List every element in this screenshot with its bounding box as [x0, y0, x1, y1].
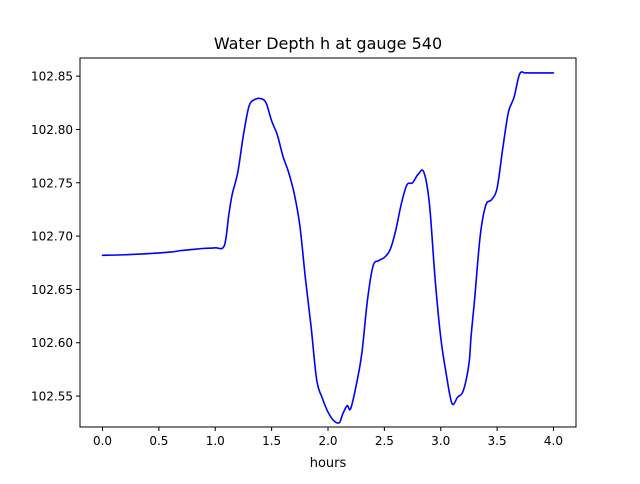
x-tick-label: 2.5 — [375, 434, 394, 448]
chart-title: Water Depth h at gauge 540 — [214, 34, 442, 53]
y-tick-label: 102.70 — [31, 230, 73, 244]
x-tick-label: 2.0 — [318, 434, 337, 448]
x-tick-label: 3.5 — [488, 434, 507, 448]
y-tick-label: 102.85 — [31, 70, 73, 84]
y-tick-label: 102.60 — [31, 336, 73, 350]
x-tick-label: 1.0 — [206, 434, 225, 448]
y-tick-label: 102.65 — [31, 283, 73, 297]
plot-area-frame — [79, 57, 577, 428]
x-tick-label: 3.0 — [431, 434, 450, 448]
water-depth-line — [101, 71, 555, 424]
x-tick-label: 0.0 — [93, 434, 112, 448]
y-tick-label: 102.75 — [31, 176, 73, 190]
x-axis-label: hours — [310, 456, 347, 471]
x-tick-label: 4.0 — [544, 434, 563, 448]
y-tick-label: 102.80 — [31, 123, 73, 137]
y-axis-ticks: 102.55 102.60 102.65 102.70 102.75 102.80 102.… — [31, 70, 80, 404]
x-tick-label: 1.5 — [262, 434, 281, 448]
x-axis-ticks: 0.0 0.5 1.0 1.5 2.0 2.5 3.0 3.5 4.0 — [93, 427, 563, 448]
y-tick-label: 102.55 — [31, 390, 73, 404]
x-tick-label: 0.5 — [149, 434, 168, 448]
